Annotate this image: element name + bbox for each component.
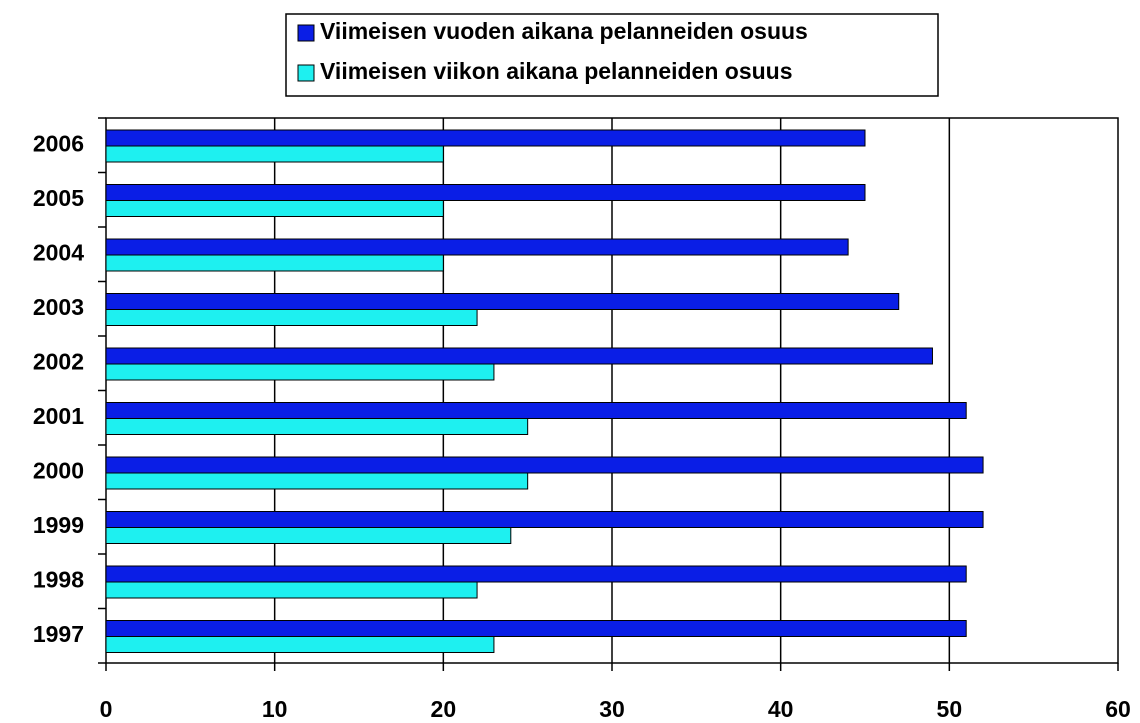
bar [105,238,849,256]
x-tick-label: 30 [599,696,625,722]
bar [105,309,478,326]
bar [105,184,866,201]
y-tick-label: 2002 [33,348,84,374]
bar [105,527,512,544]
bar [105,347,933,365]
x-tick-label: 10 [262,696,288,722]
bar [105,254,444,272]
bar [105,129,866,147]
x-tick-label: 0 [100,696,113,722]
bar [105,200,444,217]
x-tick-label: 50 [937,696,963,722]
legend-swatch [297,24,315,42]
bar [105,418,529,435]
x-tick-label: 20 [431,696,457,722]
bar [105,565,967,583]
bar [105,293,900,310]
y-tick-label: 1997 [33,621,84,647]
y-tick-label: 1998 [33,566,84,592]
bar [105,636,495,653]
legend-swatch [297,64,315,82]
y-tick-label: 2003 [33,294,84,320]
bar [105,511,984,528]
bar [105,456,984,474]
bar [105,472,529,490]
y-tick-label: 2004 [33,239,84,265]
y-tick-label: 2000 [33,457,84,483]
bar [105,581,478,599]
x-tick-label: 40 [768,696,794,722]
bar [105,145,444,163]
y-tick-label: 2005 [33,185,84,211]
y-tick-label: 2001 [33,403,84,429]
x-tick-label: 60 [1105,696,1131,722]
y-tick-label: 1999 [33,512,84,538]
bar [105,620,967,637]
legend-label: Viimeisen viikon aikana pelanneiden osuu… [320,58,793,84]
legend-box [285,13,939,97]
legend-label: Viimeisen vuoden aikana pelanneiden osuu… [320,18,808,44]
bar [105,402,967,419]
bar [105,363,495,381]
y-tick-label: 2006 [33,130,84,156]
